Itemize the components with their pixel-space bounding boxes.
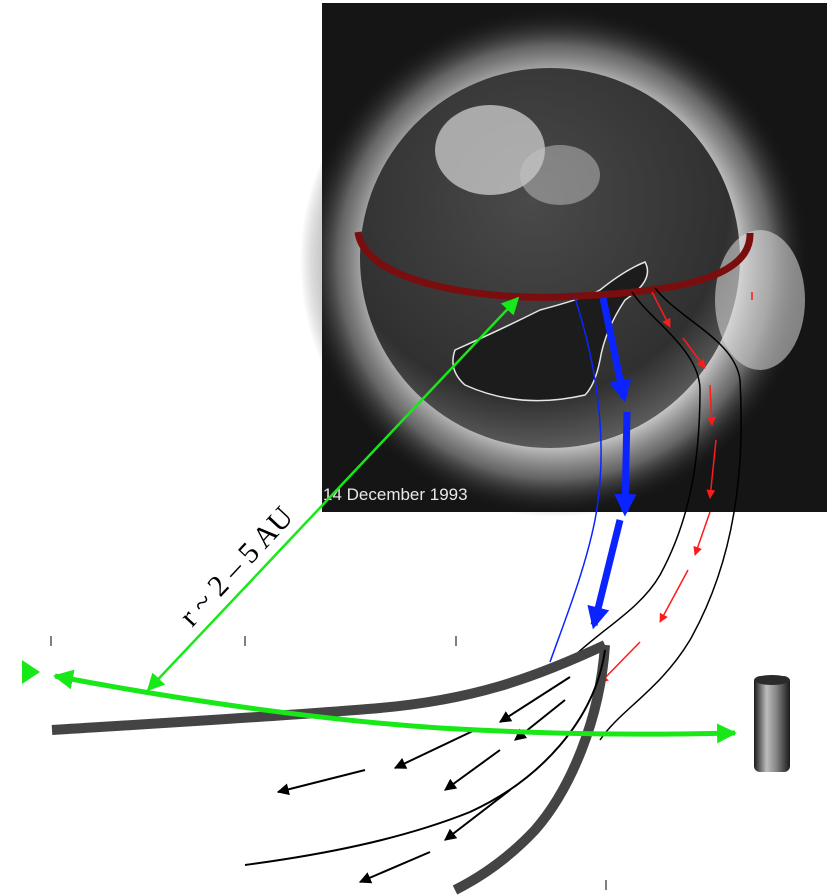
blue-flow-arrow <box>587 519 624 630</box>
blue-field-line <box>549 297 602 663</box>
black-flow-arrow <box>276 769 366 796</box>
blue-flow-arrows <box>587 297 637 630</box>
distance-label: r ~ 2 – 5 AU <box>173 500 300 633</box>
blue-flow-arrow <box>599 297 632 403</box>
red-flow-arrow <box>682 337 706 369</box>
spacecraft-top <box>754 675 790 685</box>
blue-flow-arrow <box>614 411 637 517</box>
tick-marks <box>50 292 753 890</box>
black-flow-arrow <box>358 851 431 884</box>
spacecraft-icon <box>754 675 790 772</box>
interplanetary-field-line <box>244 649 606 866</box>
red-flow-arrow <box>651 291 671 328</box>
bright-active-region <box>435 105 545 195</box>
bright-active-region <box>520 145 600 205</box>
black-flow-arrow <box>393 729 476 769</box>
image-date-label: 14 December 1993 <box>323 485 468 504</box>
spacecraft-body <box>754 676 790 772</box>
spacecraft-trajectory <box>53 669 737 744</box>
red-flow-arrow <box>707 384 717 426</box>
black-flow-arrow <box>444 749 501 791</box>
source-surface-arc <box>354 231 754 301</box>
field-line-inner <box>569 291 701 661</box>
bright-active-region <box>715 230 805 370</box>
distance-line <box>146 296 520 692</box>
red-flow-arrow <box>659 569 689 623</box>
black-flow-arrow <box>444 789 511 841</box>
red-flow-arrows <box>599 291 717 684</box>
red-flow-arrow <box>693 511 711 556</box>
trajectory-start-marker <box>22 660 40 684</box>
red-flow-arrow <box>706 439 717 499</box>
